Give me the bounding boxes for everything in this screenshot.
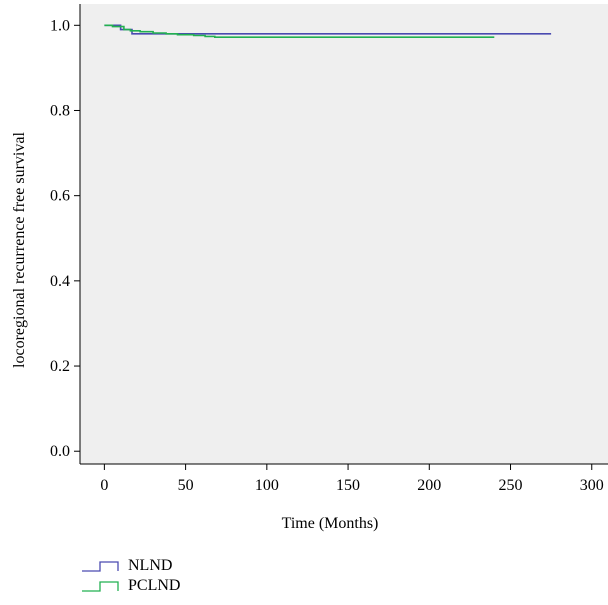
x-tick-label: 50 xyxy=(178,477,194,494)
series-layer xyxy=(104,24,552,39)
series-line-nlnd xyxy=(104,24,552,35)
y-tick-label: 0.6 xyxy=(50,188,70,205)
legend-line-nlnd xyxy=(82,561,119,572)
x-tick-label: 250 xyxy=(499,477,523,494)
legend-label-nlnd: NLND xyxy=(128,557,173,574)
y-ticks: 0.0 0.2 0.4 0.6 0.8 1.0 xyxy=(50,17,80,460)
y-tick-label: 0.0 xyxy=(50,443,70,460)
x-ticks: 0 50 100 150 200 250 300 xyxy=(100,464,604,494)
legend-symbol-nlnd xyxy=(82,561,119,572)
series-line-pclnd xyxy=(104,24,495,39)
legend-symbol-pclnd xyxy=(82,581,119,592)
y-tick-label: 0.2 xyxy=(50,358,70,375)
survival-chart: 0.0 0.2 0.4 0.6 0.8 1.0 0 50 100 150 200 250 300 Ti… xyxy=(11,4,608,532)
y-tick-label: 0.4 xyxy=(50,273,70,290)
legend: NLND PCLND xyxy=(80,556,180,596)
y-tick-label: 1.0 xyxy=(50,17,70,34)
legend-label-pclnd: PCLND xyxy=(128,577,181,594)
legend-line-pclnd xyxy=(82,581,119,592)
legend-item-pclnd: PCLND xyxy=(80,576,180,596)
x-tick-label: 100 xyxy=(255,477,279,494)
x-tick-label: 200 xyxy=(417,477,441,494)
x-tick-label: 150 xyxy=(336,477,360,494)
x-axis-label: Time (Months) xyxy=(282,515,379,532)
x-tick-label: 300 xyxy=(580,477,604,494)
y-axis-label: locoregional recurrence free survival xyxy=(11,132,28,368)
plot-area xyxy=(80,4,608,464)
x-tick-label: 0 xyxy=(100,477,108,494)
y-tick-label: 0.8 xyxy=(50,102,70,119)
legend-item-nlnd: NLND xyxy=(80,556,180,576)
